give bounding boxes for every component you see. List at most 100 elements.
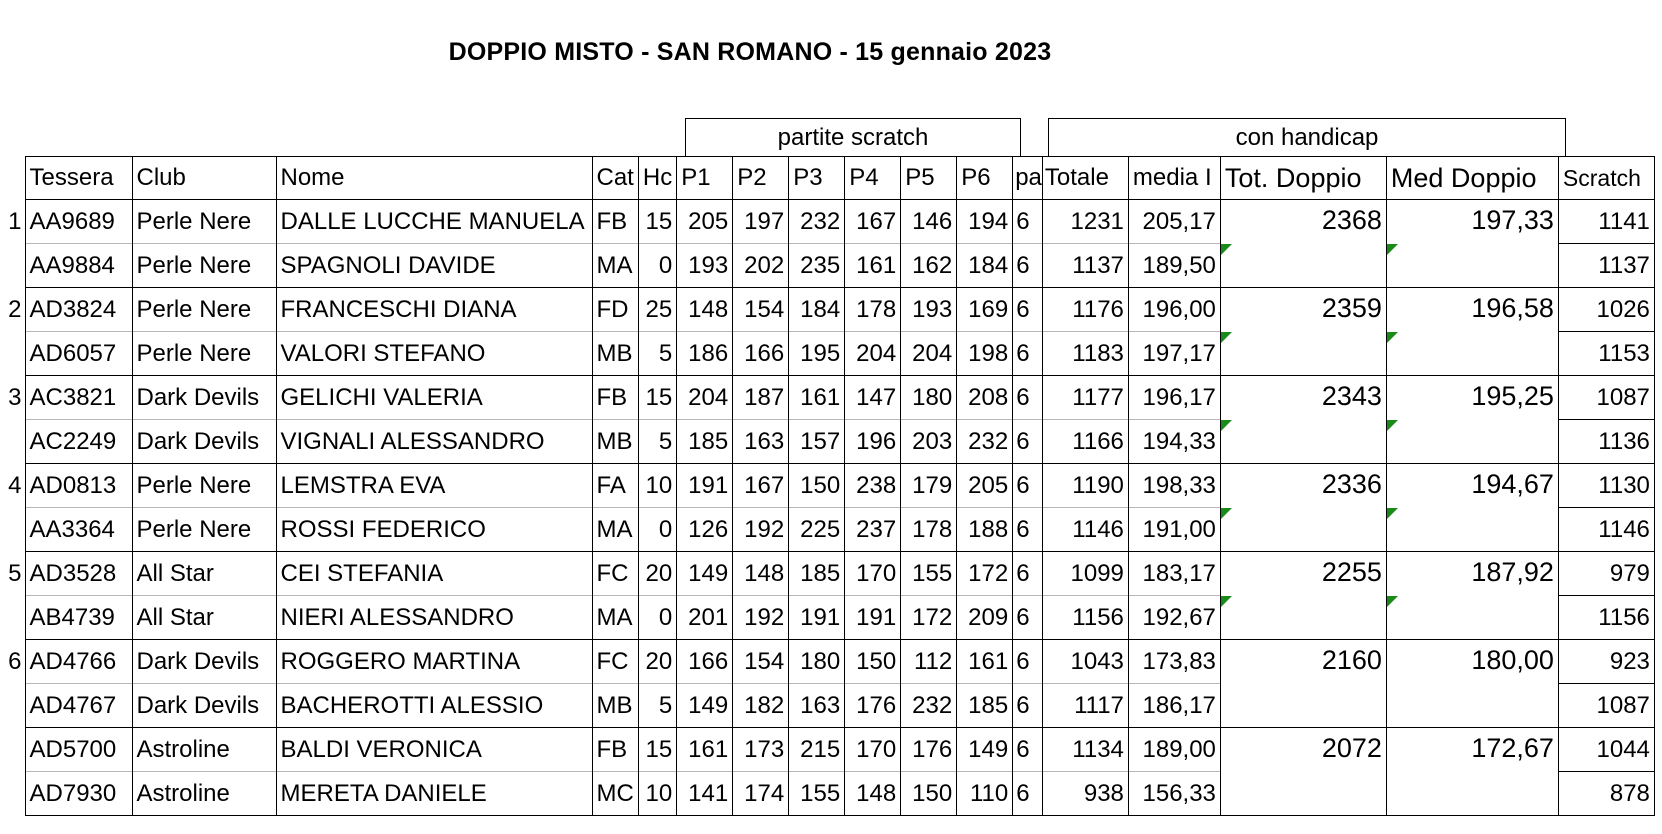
cell-p5: 178	[900, 507, 958, 552]
cell-cat: MC	[591, 771, 639, 816]
cell-hc: 5	[637, 331, 678, 376]
cell-partite: 6	[1012, 683, 1043, 728]
rank-cell: 5	[8, 560, 22, 587]
cell-p6: 149	[956, 727, 1014, 772]
cell-partite: 6	[1012, 331, 1043, 376]
cell-club: Astroline	[131, 727, 277, 772]
cell-nome: LEMSTRA EVA	[275, 463, 593, 508]
cell-tessera: AD3824	[24, 287, 133, 332]
cell-tessera: AD6057	[24, 331, 133, 376]
cell-partite: 6	[1012, 595, 1043, 640]
cell-cat: FC	[591, 551, 639, 596]
cell-club: Astroline	[131, 771, 277, 816]
cell-cat: MA	[591, 507, 639, 552]
cell-p1: 166	[676, 639, 734, 684]
header-media: media I	[1127, 156, 1221, 200]
cell-media: 191,00	[1127, 507, 1221, 552]
cell-media: 173,83	[1127, 639, 1221, 684]
cell-p2: 167	[732, 463, 790, 508]
cell-cat: MA	[591, 243, 639, 288]
cell-p6: 161	[956, 639, 1014, 684]
cell-cat: FB	[591, 727, 639, 772]
cell-p3: 150	[788, 463, 846, 508]
header-p6: P6	[956, 156, 1014, 200]
header-tessera: Tessera	[24, 156, 133, 200]
cell-scratch: 979	[1557, 551, 1655, 596]
cell-media: 186,17	[1127, 683, 1221, 728]
cell-cat: MB	[591, 683, 639, 728]
table-row: AD4767 Dark Devils BACHEROTTI ALESSIO MB 5 14…	[0, 683, 1655, 728]
cell-tessera: AC2249	[24, 419, 133, 464]
cell-med-doppio	[1385, 683, 1559, 728]
group-header-handicap: con handicap	[1048, 118, 1566, 156]
cell-med-doppio: 197,33	[1385, 199, 1559, 244]
cell-media: 196,17	[1127, 375, 1221, 420]
cell-p2: 192	[732, 595, 790, 640]
cell-cat: MB	[591, 419, 639, 464]
cell-p4: 161	[844, 243, 902, 288]
cell-p4: 147	[844, 375, 902, 420]
cell-nome: SPAGNOLI DAVIDE	[275, 243, 593, 288]
comment-flag-icon	[1221, 243, 1232, 255]
cell-tot-doppio: 2359	[1219, 287, 1387, 332]
cell-p1: 185	[676, 419, 734, 464]
rank-cell	[0, 420, 25, 464]
header-scratch: Scratch	[1557, 156, 1655, 200]
cell-club: Dark Devils	[131, 419, 277, 464]
cell-p5: 203	[900, 419, 958, 464]
comment-flag-icon	[1387, 595, 1398, 607]
table-row: AA9884 Perle Nere SPAGNOLI DAVIDE MA 0 193 202…	[0, 243, 1655, 288]
cell-p2: 154	[732, 287, 790, 332]
cell-p1: 149	[676, 551, 734, 596]
cell-media: 194,33	[1127, 419, 1221, 464]
cell-p1: 186	[676, 331, 734, 376]
cell-p3: 191	[788, 595, 846, 640]
cell-med-doppio	[1385, 771, 1559, 816]
header-p2: P2	[732, 156, 790, 200]
rank-cell: 6	[8, 648, 22, 675]
cell-partite: 6	[1012, 243, 1043, 288]
header-partite: pa	[1012, 156, 1043, 200]
table-row: AD6057 Perle Nere VALORI STEFANO MB 5 186 166 1…	[0, 331, 1655, 376]
cell-p6: 110	[956, 771, 1014, 816]
cell-p3: 232	[788, 199, 846, 244]
cell-club: All Star	[131, 595, 277, 640]
cell-hc: 20	[637, 639, 678, 684]
comment-flag-icon	[1387, 507, 1398, 519]
cell-tot-doppio: 2336	[1219, 463, 1387, 508]
cell-totale: 1176	[1041, 287, 1129, 332]
cell-p5: 146	[900, 199, 958, 244]
table-row: 3 AC3821 Dark Devils GELICHI VALERIA FB 15 204…	[0, 375, 1655, 420]
cell-p6: 209	[956, 595, 1014, 640]
table-row: 2 AD3824 Perle Nere FRANCESCHI DIANA FD 25 148…	[0, 287, 1655, 332]
cell-p2: 166	[732, 331, 790, 376]
header-row: Tessera Club Nome Cat Hc P1 P2 P3 P4 P5 …	[0, 156, 1655, 200]
header-tot-doppio: Tot. Doppio	[1219, 156, 1387, 200]
cell-totale: 1190	[1041, 463, 1129, 508]
header-club: Club	[131, 156, 277, 200]
cell-p4: 148	[844, 771, 902, 816]
cell-scratch: 1153	[1557, 331, 1655, 376]
cell-hc: 5	[637, 683, 678, 728]
cell-cat: FB	[591, 199, 639, 244]
cell-p4: 237	[844, 507, 902, 552]
header-cat: Cat	[591, 156, 639, 200]
cell-hc: 10	[637, 771, 678, 816]
cell-med-doppio	[1385, 243, 1559, 288]
cell-scratch: 1044	[1557, 727, 1655, 772]
cell-p2: 182	[732, 683, 790, 728]
cell-club: Perle Nere	[131, 507, 277, 552]
cell-totale: 1166	[1041, 419, 1129, 464]
cell-club: Dark Devils	[131, 683, 277, 728]
cell-p1: 126	[676, 507, 734, 552]
cell-p3: 155	[788, 771, 846, 816]
cell-scratch: 1137	[1557, 243, 1655, 288]
cell-med-doppio	[1385, 419, 1559, 464]
cell-p5: 172	[900, 595, 958, 640]
cell-tessera: AD7930	[24, 771, 133, 816]
cell-hc: 10	[637, 463, 678, 508]
table-row: AD5700 Astroline BALDI VERONICA FB 15 161 173 2…	[0, 727, 1655, 772]
cell-totale: 938	[1041, 771, 1129, 816]
header-p1: P1	[676, 156, 734, 200]
cell-p3: 235	[788, 243, 846, 288]
